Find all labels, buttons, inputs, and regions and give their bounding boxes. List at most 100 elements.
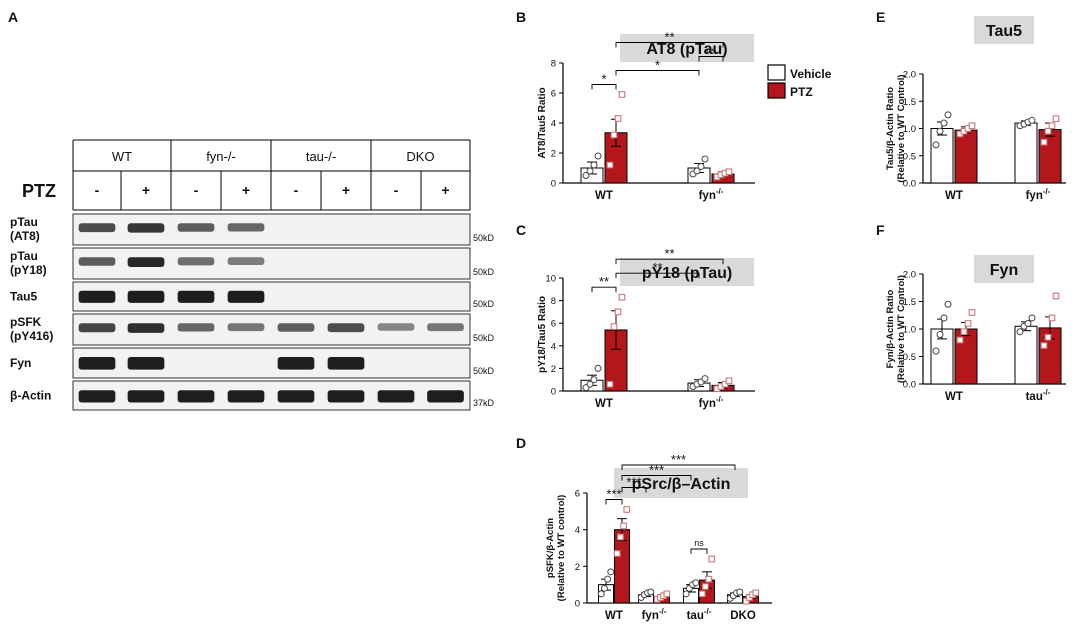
ptz-point xyxy=(606,380,614,388)
x-category-label: tau-/- xyxy=(1026,388,1051,403)
significance-bracket xyxy=(615,42,724,48)
x-category-label-main: WT xyxy=(945,391,963,403)
blot-band xyxy=(327,390,365,403)
x-category-label: fyn-/- xyxy=(699,187,724,202)
ptz-point xyxy=(1040,138,1048,146)
legend-ptz-label: PTZ xyxy=(790,85,813,99)
y-tick-label: 8 xyxy=(551,296,556,307)
blot-lane-sign: - xyxy=(95,182,100,198)
blot-row-label: Fyn xyxy=(10,356,31,370)
significance-bracket xyxy=(621,487,647,493)
vehicle-point xyxy=(586,167,594,175)
ptz-point xyxy=(623,506,631,513)
significance-bracket xyxy=(621,464,736,470)
vehicle-point xyxy=(597,590,605,598)
legend-vehicle-label: Vehicle xyxy=(790,67,832,81)
vehicle-point xyxy=(1016,328,1024,336)
blot-band xyxy=(78,223,116,233)
blot-band xyxy=(127,257,165,268)
blot-band xyxy=(227,323,265,332)
vehicle-bar xyxy=(1014,325,1038,385)
ptz-point xyxy=(964,320,972,327)
x-category-label-sup: -/- xyxy=(704,607,712,616)
blot-band xyxy=(377,323,415,331)
panel-letter-d: D xyxy=(516,435,526,451)
vehicle-point xyxy=(582,172,590,179)
y-tick-label: 8 xyxy=(551,59,556,70)
significance-label: *** xyxy=(649,463,664,478)
y-tick-label: 1.0 xyxy=(903,325,916,336)
blot-band xyxy=(277,323,315,332)
chart-d: pSrc/β–Actin 0 2 4 6 pSFK/β-Actin (Relative to… xyxy=(545,452,772,622)
y-tick-label: 4 xyxy=(575,525,580,536)
chart-title-box xyxy=(620,258,754,286)
y-tick-label: 10 xyxy=(545,274,556,285)
vehicle-point xyxy=(682,590,690,598)
ptz-point xyxy=(702,583,709,590)
vehicle-point xyxy=(944,111,952,119)
y-tick-label: 1.0 xyxy=(903,124,916,135)
blot-marker-label: 50kD xyxy=(473,233,495,243)
vehicle-point xyxy=(1028,116,1036,124)
chart-title-box xyxy=(974,16,1034,44)
y-tick-label: 0.0 xyxy=(903,179,916,190)
y-tick-label: 2.0 xyxy=(903,70,916,81)
x-category-label-main: WT xyxy=(595,190,613,202)
blot-marker-label: 37kD xyxy=(473,398,495,408)
significance-bracket xyxy=(615,70,700,76)
blot-band xyxy=(227,223,265,232)
blot-group-label: tau-/- xyxy=(306,149,336,164)
blot-band xyxy=(78,390,116,403)
blot-marker-label: 50kD xyxy=(473,333,495,343)
vehicle-point xyxy=(736,588,744,596)
blot-band xyxy=(127,323,165,333)
blot-band xyxy=(327,323,365,333)
x-category-label-main: fyn xyxy=(1026,190,1043,202)
vehicle-point xyxy=(944,300,952,308)
x-category-label-main: fyn xyxy=(699,398,716,410)
x-category-label: WT xyxy=(595,190,613,202)
significance-label: *** xyxy=(606,487,621,502)
vehicle-point xyxy=(936,127,944,135)
significance-label: * xyxy=(601,72,606,87)
vehicle-point xyxy=(594,152,602,160)
x-category-label-sup: -/- xyxy=(659,607,667,616)
chart-f: Fyn 0.0 0.5 1.0 1.5 2.0 Fyn/β-Actin Ratio (Rela… xyxy=(885,255,1066,403)
y-tick-label: 0.5 xyxy=(903,151,916,162)
blot-band xyxy=(127,390,165,403)
blot-band xyxy=(177,390,215,403)
blot-ptz-label: PTZ xyxy=(22,181,56,201)
ptz-point xyxy=(752,589,760,597)
vehicle-point xyxy=(936,331,944,338)
blot-row-label: β-Actin xyxy=(10,389,51,403)
blot-lane-sign: - xyxy=(394,182,399,198)
x-category-label: WT xyxy=(945,190,963,202)
y-axis-label: (Relative to WT control) xyxy=(556,495,567,602)
x-category-label: fyn-/- xyxy=(699,395,724,410)
y-tick-label: 2.0 xyxy=(903,270,916,281)
blot-band xyxy=(227,290,265,303)
blot-band xyxy=(78,323,116,333)
blot-row-label: pTau xyxy=(10,249,38,263)
ptz-point xyxy=(618,91,626,98)
chart-title: pSrc/β–Actin xyxy=(632,476,731,493)
x-category-label-main: DKO xyxy=(730,610,756,622)
y-tick-label: 6 xyxy=(551,319,556,330)
blot-band xyxy=(377,390,415,403)
significance-label: *** xyxy=(671,452,686,467)
chart-e: Tau5 0.0 0.5 1.0 1.5 2.0 Tau5/β-Actin Ratio (Re… xyxy=(885,16,1066,202)
vehicle-point xyxy=(701,155,709,163)
chart-title-box xyxy=(974,255,1034,283)
ptz-point xyxy=(606,161,614,169)
blot-marker-label: 50kD xyxy=(473,299,495,309)
vehicle-point xyxy=(701,375,709,383)
blot-band xyxy=(177,223,215,232)
ptz-point xyxy=(1048,122,1056,130)
y-tick-label: 0 xyxy=(551,179,556,190)
ptz-point xyxy=(725,377,733,385)
ptz-point xyxy=(968,309,976,316)
blot-band xyxy=(327,357,365,370)
x-category-label-main: WT xyxy=(605,610,623,622)
x-category-label-main: WT xyxy=(595,398,613,410)
